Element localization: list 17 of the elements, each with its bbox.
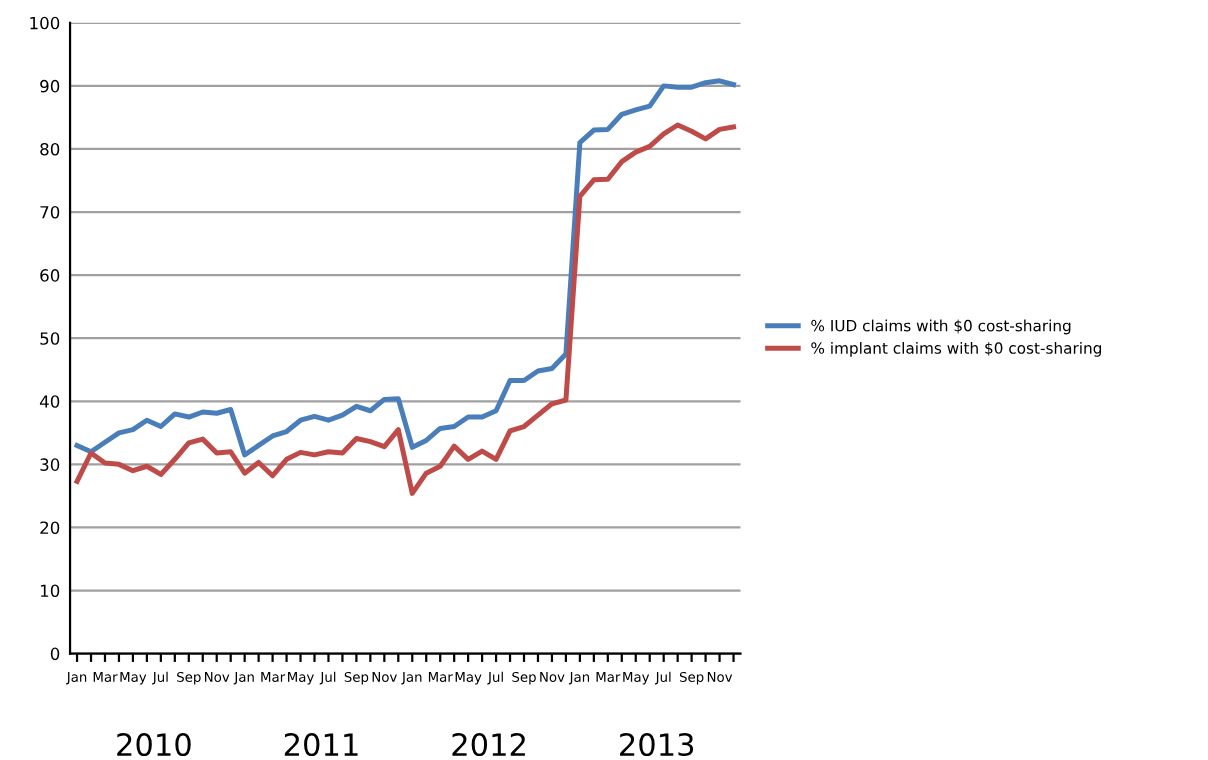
y-tick-label: 30 xyxy=(40,458,60,471)
y-tick-label: 20 xyxy=(40,521,60,535)
y-tick-label: 10 xyxy=(40,584,60,598)
y-tick-label: 80 xyxy=(40,142,60,156)
line-series xyxy=(74,78,737,458)
text: 2012 xyxy=(452,732,525,757)
y-tick-label: 50 xyxy=(40,332,60,345)
y-tick-label: 90 xyxy=(40,79,60,93)
text: 2013 xyxy=(620,732,694,757)
text: 2010 xyxy=(117,732,191,757)
y-tick-label: 100 xyxy=(30,16,60,30)
line-series xyxy=(74,122,737,496)
y-tick-label: 40 xyxy=(39,395,60,408)
y-tick-label: 0 xyxy=(50,647,60,661)
y-tick-label: 70 xyxy=(40,206,60,219)
y-tick-label: 60 xyxy=(40,269,60,282)
text: 2011 xyxy=(284,732,358,757)
